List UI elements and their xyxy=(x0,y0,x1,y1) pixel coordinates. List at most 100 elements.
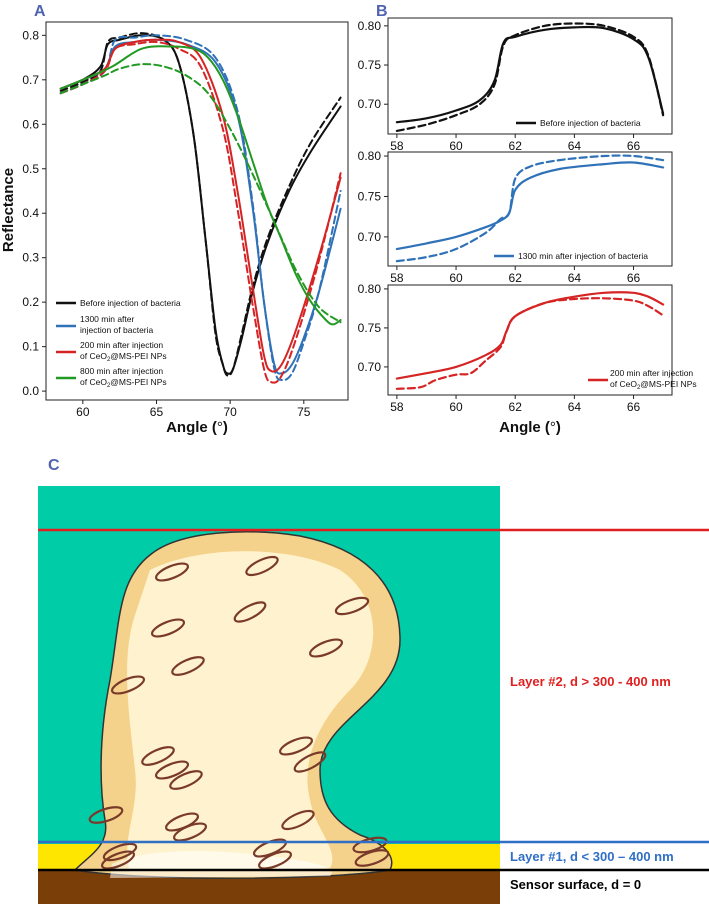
b-bot-ytick-label: 0.80 xyxy=(358,282,382,296)
panel-c-label: C xyxy=(48,457,60,474)
legend-label-red-1: 200 min after injection xyxy=(80,340,163,350)
a-ytick-label: 0.7 xyxy=(22,73,39,87)
b-top-xtick-label: 60 xyxy=(449,139,463,153)
bacterium xyxy=(281,809,315,831)
bacterium xyxy=(171,656,205,676)
bacterium xyxy=(257,850,293,870)
a-ytick-label: 0.1 xyxy=(22,340,39,354)
panel-b-label: B xyxy=(376,3,388,20)
bacterium xyxy=(100,850,136,870)
b-mid-ytick-label: 0.75 xyxy=(358,189,382,203)
a-ytick-label: 0.4 xyxy=(22,206,39,220)
bacterium xyxy=(278,736,314,756)
panel-a-ticks: 60 65 70 75 0.0 0.1 0.2 0.3 0.4 0.5 0.6 0.7 0.8 xyxy=(22,28,310,419)
b-mid-xtick-label: 62 xyxy=(509,271,523,285)
b-mid-series-line-1 xyxy=(395,154,665,263)
b-bot-xtick-label: 60 xyxy=(449,400,463,414)
layer1-label: Layer #1, d < 300 – 400 nm xyxy=(510,849,674,864)
a-series-line-5 xyxy=(59,40,342,384)
b-bot-ytick-label: 0.70 xyxy=(358,360,382,374)
panel-b-xlabel: Angle (°) xyxy=(499,419,561,436)
a-xtick-label: 70 xyxy=(223,405,237,419)
bacterium xyxy=(172,822,208,842)
a-series-line-7 xyxy=(59,63,342,324)
panel-a-label: A xyxy=(34,3,46,20)
b-top-xtick-label: 58 xyxy=(390,139,404,153)
a-ytick-label: 0.2 xyxy=(22,295,39,309)
b-top-ytick-label: 0.80 xyxy=(358,19,382,33)
a-series-line-6 xyxy=(59,45,342,326)
b-bot-xtick-label: 64 xyxy=(568,400,582,414)
layer2-label: Layer #2, d > 300 - 400 nm xyxy=(510,674,671,689)
bacterium xyxy=(233,601,267,623)
b-mid-ytick-label: 0.70 xyxy=(358,230,382,244)
a-series-line-1 xyxy=(59,32,342,377)
bacterium xyxy=(354,849,390,867)
sensor-label: Sensor surface, d = 0 xyxy=(510,877,641,892)
b-top-ytick-label: 0.70 xyxy=(358,97,382,111)
b-top-ytick-label: 0.75 xyxy=(358,58,382,72)
biofilm-base-highlight xyxy=(110,851,332,878)
legend-label-blue-1: 1300 min after xyxy=(80,314,135,324)
bacterium xyxy=(110,675,146,695)
b-mid-xtick-label: 66 xyxy=(627,271,641,285)
b-mid-ytick-label: 0.80 xyxy=(358,149,382,163)
b-top-xtick-label: 64 xyxy=(568,139,582,153)
panel-a-series xyxy=(59,32,342,384)
b-top-series-line-1 xyxy=(395,22,665,132)
legend-label-blue-2: injection of bacteria xyxy=(80,325,154,335)
b-top-xtick-label: 66 xyxy=(627,139,641,153)
legend-label-red-2: of CeO2@MS-PEI NPs xyxy=(80,351,167,363)
b-mid-series-line-0 xyxy=(395,161,665,251)
biofilm-diagram xyxy=(38,486,500,904)
b-top-series-line-0 xyxy=(395,25,665,124)
panel-a-ylabel: Reflectance xyxy=(0,168,17,252)
bacterium xyxy=(154,760,190,780)
a-ytick-label: 0.3 xyxy=(22,251,39,265)
b-mid-legend-label: 1300 min after injection of bacteria xyxy=(518,251,648,261)
bacterium xyxy=(88,806,124,824)
bacterium xyxy=(334,596,370,616)
panel-b-series xyxy=(395,22,665,390)
a-xtick-label: 75 xyxy=(297,405,311,419)
panel-b-bot-frame xyxy=(387,284,673,396)
a-series-line-3 xyxy=(59,34,342,382)
bacterium xyxy=(293,751,327,773)
b-bot-ytick-label: 0.75 xyxy=(358,321,382,335)
legend-label-black: Before injection of bacteria xyxy=(80,298,181,308)
b-bot-xtick-label: 66 xyxy=(627,400,641,414)
a-ytick-label: 0.5 xyxy=(22,162,39,176)
a-ytick-label: 0.0 xyxy=(22,384,39,398)
a-ytick-label: 0.6 xyxy=(22,117,39,131)
a-xtick-label: 60 xyxy=(76,405,90,419)
a-xtick-label: 65 xyxy=(150,405,164,419)
panel-a-legend: Before injection of bacteria 1300 min af… xyxy=(56,298,181,389)
a-ytick-label: 0.8 xyxy=(22,28,39,42)
panel-a-frame xyxy=(45,21,349,401)
bacterium xyxy=(150,618,186,638)
b-mid-xtick-label: 64 xyxy=(568,271,582,285)
bacterium xyxy=(245,555,279,577)
b-bot-xtick-label: 58 xyxy=(390,400,404,414)
bacterium xyxy=(308,638,344,658)
panel-b-ticks: 58 60 62 64 66 0.70 0.75 0.80 58 60 62 64 66 0.70 0.75… xyxy=(358,19,641,414)
legend-label-green-2: of CeO2@MS-PEI NPs xyxy=(80,377,167,389)
bacterium xyxy=(169,770,203,790)
b-bot-xtick-label: 62 xyxy=(509,400,523,414)
b-mid-xtick-label: 60 xyxy=(449,271,463,285)
b-bot-series-line-0 xyxy=(395,291,665,380)
panel-b-mid-frame xyxy=(387,151,673,267)
biofilm-inner xyxy=(127,551,374,872)
b-bot-legend-label-1: 200 min after injection xyxy=(610,368,693,378)
panel-a-xlabel: Angle (°) xyxy=(166,419,228,436)
b-bot-legend-label-2: of CeO2@MS-PEI NPs xyxy=(610,379,697,391)
b-top-xtick-label: 62 xyxy=(509,139,523,153)
b-mid-xtick-label: 58 xyxy=(390,271,404,285)
bacterium xyxy=(102,842,138,862)
panel-b-top-frame xyxy=(387,17,673,135)
legend-label-green-1: 800 min after injection xyxy=(80,366,163,376)
panel-b-legends: Before injection of bacteria 1300 min af… xyxy=(494,118,697,391)
bacterium xyxy=(154,562,190,582)
bacterium xyxy=(141,746,175,766)
